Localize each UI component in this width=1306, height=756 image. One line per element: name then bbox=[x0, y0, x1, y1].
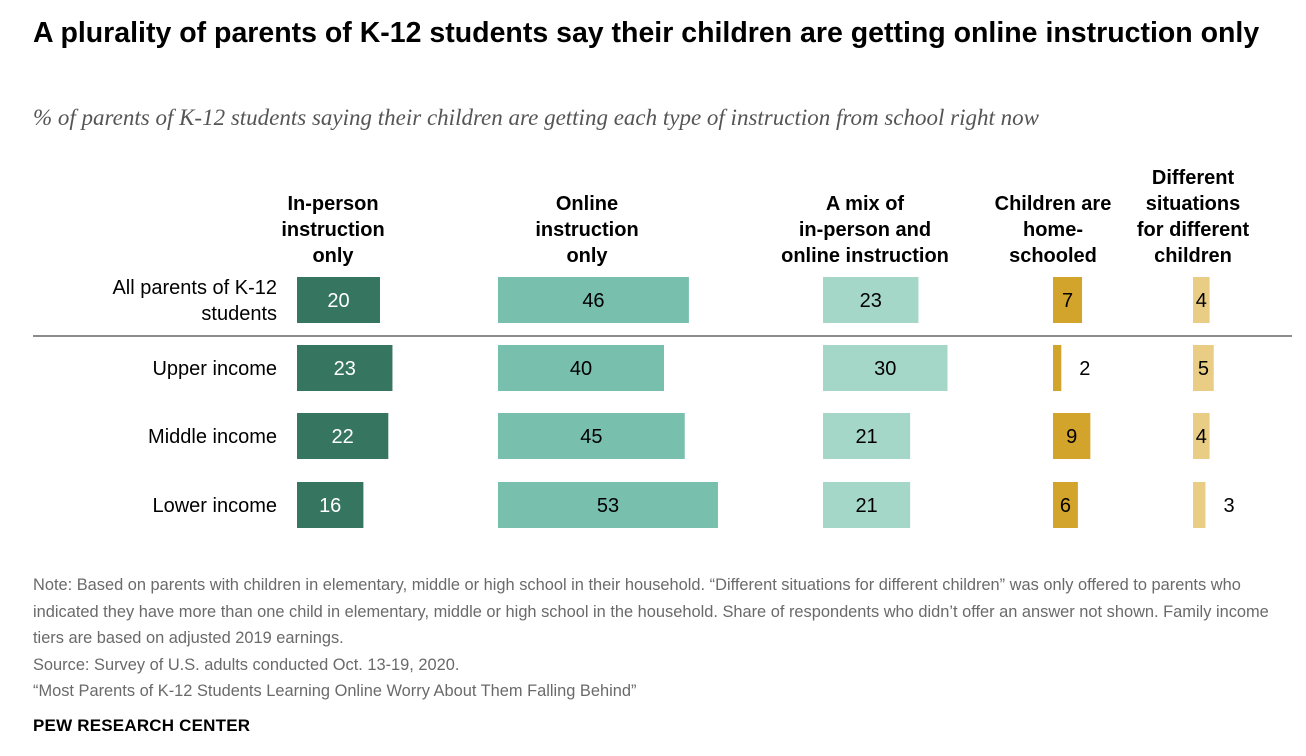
bar-5-4 bbox=[1193, 482, 1206, 528]
bar-4-1 bbox=[1053, 277, 1083, 323]
data-label-3-2: 30 bbox=[874, 358, 896, 380]
bar-5-1 bbox=[1193, 277, 1210, 323]
bar-3-4 bbox=[823, 482, 911, 528]
bar-2-3 bbox=[498, 413, 685, 459]
report-title: “Most Parents of K-12 Students Learning … bbox=[33, 682, 637, 700]
data-label-3-1: 23 bbox=[860, 290, 882, 312]
data-label-5-2: 5 bbox=[1198, 358, 1209, 380]
data-label-1-4: 16 bbox=[319, 495, 341, 517]
bar-3-2 bbox=[823, 345, 948, 391]
data-label-2-4: 53 bbox=[597, 495, 619, 517]
data-label-1-2: 23 bbox=[334, 358, 356, 380]
column-header-2-line-2: instruction bbox=[535, 219, 638, 241]
chart-canvas: In-person instruction only Online instructio… bbox=[33, 167, 1292, 528]
data-label-4-3: 9 bbox=[1066, 426, 1077, 448]
source-text: Source: Survey of U.S. adults conducted … bbox=[33, 655, 460, 674]
column-header-1-line-3: only bbox=[312, 245, 354, 267]
data-label-2-1: 46 bbox=[582, 290, 604, 312]
pew-logo-text: PEW RESEARCH CENTER bbox=[33, 716, 251, 735]
bar-3-1 bbox=[823, 277, 919, 323]
bar-4-2 bbox=[1053, 345, 1062, 391]
row-label-3-line-1: Middle income bbox=[148, 426, 277, 448]
column-header-3-line-3: online instruction bbox=[781, 245, 949, 267]
row-label-1-line-1: All parents of K-12 bbox=[112, 277, 277, 299]
column-header-5-line-3: for different bbox=[1137, 219, 1250, 241]
data-label-5-4: 3 bbox=[1223, 495, 1234, 517]
data-label-1-3: 22 bbox=[332, 426, 354, 448]
bar-4-3 bbox=[1053, 413, 1091, 459]
bar-2-4 bbox=[498, 482, 718, 528]
column-header-4-line-1: Children are bbox=[995, 193, 1112, 215]
data-label-2-2: 40 bbox=[570, 358, 592, 380]
column-header-1-line-2: instruction bbox=[281, 219, 384, 241]
column-header-3-line-2: in-person and bbox=[799, 219, 931, 241]
bar-2-2 bbox=[498, 345, 664, 391]
row-label-4-line-1: Lower income bbox=[152, 495, 277, 517]
data-label-3-3: 21 bbox=[855, 426, 877, 448]
column-header-3-line-1: A mix of bbox=[826, 193, 904, 215]
data-label-4-4: 6 bbox=[1060, 495, 1071, 517]
data-label-1-1: 20 bbox=[327, 290, 349, 312]
row-label-2-line-1: Upper income bbox=[152, 358, 277, 380]
bar-1-3 bbox=[297, 413, 389, 459]
bar-4-4 bbox=[1053, 482, 1078, 528]
data-label-3-4: 21 bbox=[855, 495, 877, 517]
chart-title: A plurality of parents of K-12 students … bbox=[33, 17, 1260, 49]
column-header-4-line-3: schooled bbox=[1009, 245, 1097, 267]
note-text: Note: Based on parents with children in … bbox=[33, 576, 1269, 647]
bar-3-3 bbox=[823, 413, 911, 459]
bar-5-3 bbox=[1193, 413, 1210, 459]
data-label-4-1: 7 bbox=[1062, 290, 1073, 312]
data-label-5-3: 4 bbox=[1196, 426, 1207, 448]
column-header-5-line-2: situations bbox=[1146, 193, 1240, 215]
bar-1-1 bbox=[297, 277, 380, 323]
column-header-5-line-1: Different bbox=[1152, 167, 1235, 189]
column-header-4-line-2: home- bbox=[1023, 219, 1083, 241]
data-label-2-3: 45 bbox=[580, 426, 602, 448]
column-header-1-line-1: In-person bbox=[287, 193, 378, 215]
column-header-2-line-3: only bbox=[566, 245, 608, 267]
column-header-2-line-1: Online bbox=[556, 193, 618, 215]
data-label-4-2: 2 bbox=[1079, 358, 1090, 380]
row-label-1-line-2: students bbox=[201, 303, 277, 325]
bar-1-2 bbox=[297, 345, 393, 391]
chart-subtitle: % of parents of K-12 students saying the… bbox=[33, 105, 1039, 130]
bar-5-2 bbox=[1193, 345, 1214, 391]
chart-notes: Note: Based on parents with children in … bbox=[33, 572, 1293, 705]
column-header-5-line-4: children bbox=[1154, 245, 1232, 267]
bar-2-1 bbox=[498, 277, 689, 323]
bar-1-4 bbox=[297, 482, 364, 528]
data-label-5-1: 4 bbox=[1196, 290, 1207, 312]
